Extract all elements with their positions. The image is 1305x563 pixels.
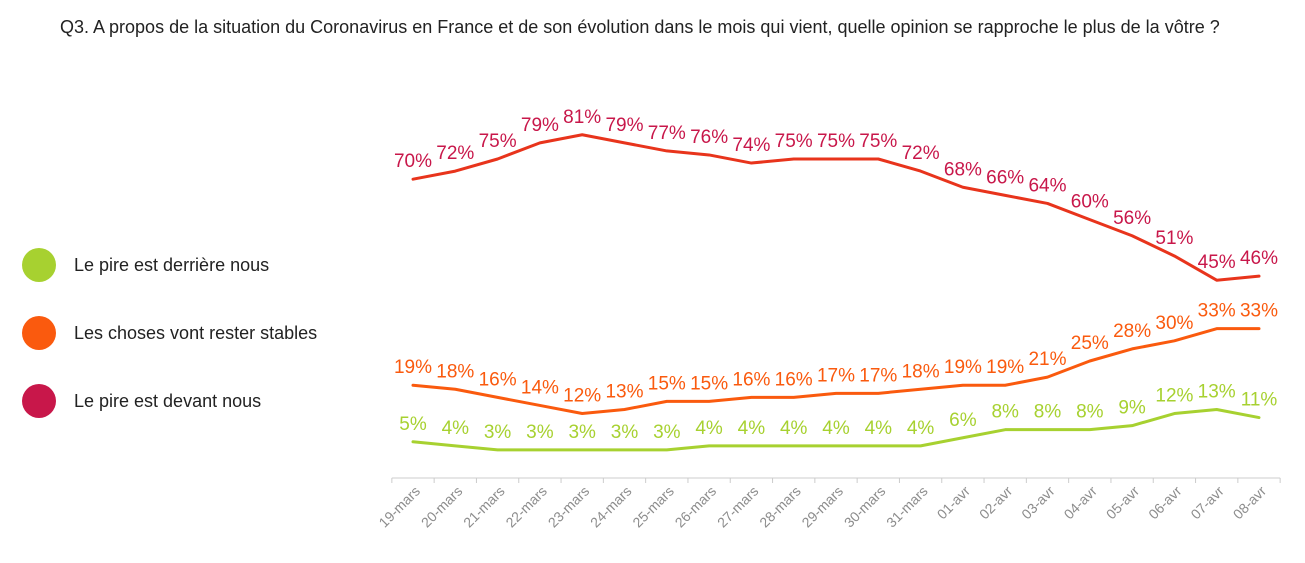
x-tick-label: 22-mars bbox=[502, 483, 550, 531]
data-label-pire-devant: 77% bbox=[648, 123, 686, 144]
x-tick-label: 29-mars bbox=[798, 483, 846, 531]
data-label-pire-derriere: 3% bbox=[484, 422, 512, 443]
data-label-stables: 14% bbox=[521, 377, 559, 398]
legend-dot-orange bbox=[22, 316, 56, 350]
data-label-pire-devant: 68% bbox=[944, 159, 982, 180]
x-tick-label: 26-mars bbox=[672, 483, 720, 531]
data-label-stables: 21% bbox=[1028, 349, 1066, 370]
data-label-pire-devant: 45% bbox=[1198, 252, 1236, 273]
data-label-pire-derriere: 8% bbox=[991, 402, 1019, 423]
series-line-pire-derriere bbox=[411, 407, 1261, 452]
data-label-stables: 30% bbox=[1155, 313, 1193, 334]
chart-legend: Le pire est derrière nous Les choses von… bbox=[22, 248, 317, 452]
data-label-pire-derriere: 4% bbox=[738, 418, 766, 439]
data-label-stables: 19% bbox=[944, 357, 982, 378]
data-label-stables: 33% bbox=[1240, 301, 1278, 322]
data-label-pire-derriere: 6% bbox=[949, 410, 977, 431]
question-text: Q3. A propos de la situation du Coronavi… bbox=[60, 17, 1220, 37]
data-label-pire-derriere: 3% bbox=[653, 422, 681, 443]
data-label-pire-devant: 79% bbox=[521, 115, 559, 136]
data-label-pire-derriere: 3% bbox=[611, 422, 639, 443]
data-label-pire-devant: 51% bbox=[1155, 228, 1193, 249]
data-label-pire-derriere: 13% bbox=[1198, 381, 1236, 402]
data-label-pire-derriere: 8% bbox=[1034, 402, 1062, 423]
data-label-stables: 17% bbox=[817, 365, 855, 386]
data-label-pire-devant: 66% bbox=[986, 167, 1024, 188]
data-label-pire-devant: 72% bbox=[436, 143, 474, 164]
data-label-stables: 19% bbox=[394, 357, 432, 378]
x-tick-label: 27-mars bbox=[714, 483, 762, 531]
data-label-pire-derriere: 3% bbox=[568, 422, 596, 443]
x-tick-label: 20-mars bbox=[418, 483, 466, 531]
data-label-pire-derriere: 4% bbox=[780, 418, 808, 439]
data-label-pire-derriere: 4% bbox=[822, 418, 850, 439]
data-label-pire-derriere: 12% bbox=[1155, 386, 1193, 407]
series-line-pire-devant bbox=[411, 133, 1261, 282]
data-label-pire-derriere: 5% bbox=[399, 414, 427, 435]
data-label-pire-devant: 46% bbox=[1240, 248, 1278, 269]
data-label-stables: 15% bbox=[648, 373, 686, 394]
data-label-pire-derriere: 4% bbox=[907, 418, 935, 439]
data-label-pire-derriere: 8% bbox=[1076, 402, 1104, 423]
data-label-stables: 16% bbox=[775, 369, 813, 390]
series-line-stables bbox=[411, 327, 1261, 416]
x-tick-label: 05-avr bbox=[1103, 483, 1143, 523]
data-label-stables: 28% bbox=[1113, 321, 1151, 342]
data-label-pire-devant: 60% bbox=[1071, 192, 1109, 213]
data-label-pire-devant: 72% bbox=[902, 143, 940, 164]
data-label-pire-devant: 75% bbox=[817, 131, 855, 152]
x-tick-label: 06-avr bbox=[1145, 483, 1185, 523]
legend-item-pire-derriere: Le pire est derrière nous bbox=[22, 248, 317, 282]
data-label-stables: 16% bbox=[732, 369, 770, 390]
data-label-pire-devant: 70% bbox=[394, 151, 432, 172]
legend-item-stables: Les choses vont rester stables bbox=[22, 316, 317, 350]
data-label-pire-derriere: 11% bbox=[1241, 390, 1278, 411]
data-label-stables: 12% bbox=[563, 386, 601, 407]
x-tick-label: 24-mars bbox=[587, 483, 635, 531]
legend-label-pire-derriere: Le pire est derrière nous bbox=[74, 254, 270, 275]
data-label-pire-derriere: 4% bbox=[695, 418, 723, 439]
x-tick-label: 03-avr bbox=[1018, 483, 1058, 523]
data-label-pire-devant: 75% bbox=[859, 131, 897, 152]
x-tick-label: 25-mars bbox=[629, 483, 677, 531]
x-tick-label: 30-mars bbox=[841, 483, 889, 531]
data-label-stables: 15% bbox=[690, 373, 728, 394]
legend-label-stables: Les choses vont rester stables bbox=[74, 322, 318, 343]
legend-item-pire-devant: Le pire est devant nous bbox=[22, 384, 317, 418]
x-tick-label: 08-avr bbox=[1230, 483, 1270, 523]
data-label-pire-devant: 76% bbox=[690, 127, 728, 148]
x-tick-label: 31-mars bbox=[883, 483, 931, 531]
x-tick-label: 01-avr bbox=[934, 483, 974, 523]
data-label-stables: 16% bbox=[479, 369, 517, 390]
data-label-stables: 18% bbox=[902, 361, 940, 382]
x-tick-label: 04-avr bbox=[1061, 483, 1101, 523]
legend-label-pire-devant: Le pire est devant nous bbox=[74, 390, 262, 411]
x-tick-label: 07-avr bbox=[1187, 483, 1227, 523]
data-label-stables: 19% bbox=[986, 357, 1024, 378]
legend-dot-green bbox=[22, 248, 56, 282]
data-label-pire-derriere: 3% bbox=[526, 422, 554, 443]
x-tick-label: 23-mars bbox=[545, 483, 593, 531]
x-tick-label: 19-mars bbox=[375, 483, 423, 531]
data-label-stables: 17% bbox=[859, 365, 897, 386]
data-label-stables: 25% bbox=[1071, 333, 1109, 354]
data-label-stables: 18% bbox=[436, 361, 474, 382]
data-label-pire-devant: 56% bbox=[1113, 208, 1151, 229]
data-label-pire-devant: 75% bbox=[775, 131, 813, 152]
data-label-pire-devant: 64% bbox=[1028, 175, 1066, 196]
x-tick-label: 28-mars bbox=[756, 483, 804, 531]
data-label-pire-devant: 74% bbox=[732, 135, 770, 156]
data-label-pire-devant: 79% bbox=[605, 115, 643, 136]
data-label-pire-devant: 81% bbox=[563, 107, 601, 128]
legend-dot-crimson bbox=[22, 384, 56, 418]
data-label-pire-derriere: 9% bbox=[1118, 398, 1146, 419]
x-tick-label: 02-avr bbox=[976, 483, 1016, 523]
x-tick-label: 21-mars bbox=[460, 483, 508, 531]
data-label-stables: 33% bbox=[1198, 301, 1236, 322]
data-label-pire-devant: 75% bbox=[479, 131, 517, 152]
data-label-pire-derriere: 4% bbox=[442, 418, 470, 439]
data-label-stables: 13% bbox=[605, 381, 643, 402]
data-label-pire-derriere: 4% bbox=[865, 418, 893, 439]
